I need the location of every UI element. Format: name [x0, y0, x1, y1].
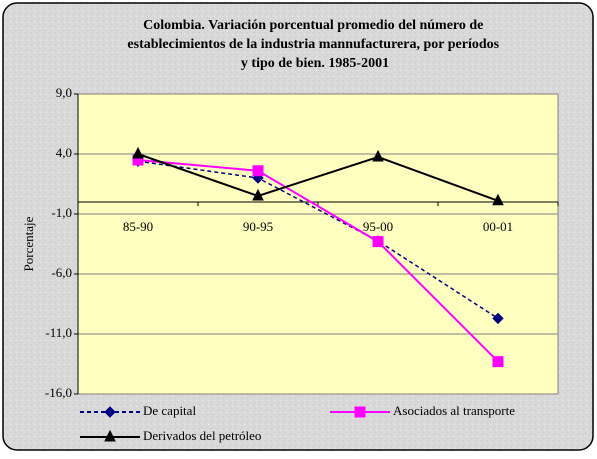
series-line — [137, 153, 499, 202]
y-tick-label: -11,0 — [45, 325, 72, 340]
data-point — [492, 193, 504, 206]
legend-label: Derivados del petróleo — [143, 428, 261, 443]
legend-label: Asociados al transporte — [393, 403, 515, 418]
x-tick-label: 85-90 — [123, 219, 153, 234]
y-axis-title: Porcentaje — [21, 216, 36, 271]
data-point — [372, 149, 384, 162]
data-point — [252, 188, 264, 201]
y-tick-label: -6,0 — [51, 265, 72, 280]
x-tick-label: 90-95 — [243, 219, 273, 234]
data-point — [492, 312, 504, 325]
chart-title: Colombia. Variación porcentual promedio … — [127, 18, 502, 71]
legend-marker — [104, 429, 116, 442]
data-point — [492, 356, 504, 368]
y-tick-label: 4,0 — [56, 145, 72, 160]
y-tick-label: -16,0 — [45, 385, 72, 400]
y-tick-label: 9,0 — [56, 85, 72, 100]
data-point — [132, 146, 144, 159]
y-tick-label: -1,0 — [51, 205, 72, 220]
legend-marker — [354, 406, 366, 418]
title-line: establecimientos de la industria mannufa… — [127, 37, 499, 52]
series-line — [137, 159, 499, 363]
x-tick-label: 95-00 — [363, 219, 393, 234]
data-point — [372, 236, 384, 248]
title-line: Colombia. Variación porcentual promedio … — [143, 18, 483, 33]
title-line: y tipo de bien. 1985-2001 — [241, 56, 389, 71]
x-tick-label: 00-01 — [483, 219, 513, 234]
legend-label: De capital — [143, 403, 196, 418]
legend-marker — [104, 406, 116, 418]
data-point — [252, 165, 264, 177]
